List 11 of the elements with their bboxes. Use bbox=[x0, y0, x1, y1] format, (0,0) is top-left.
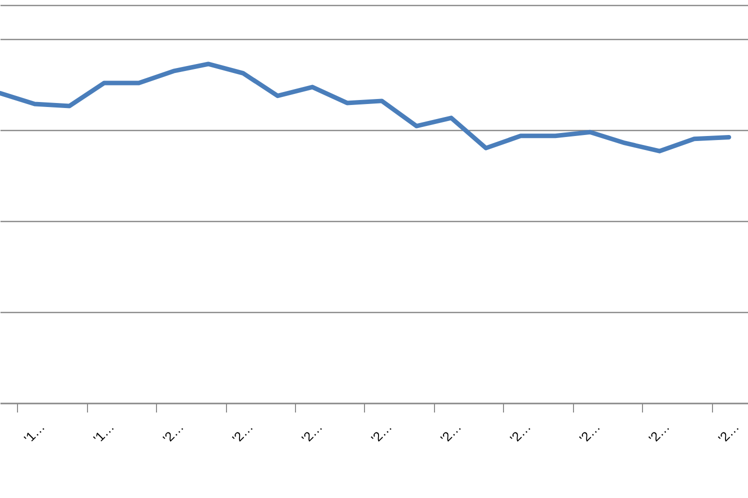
x-tick-label: '2… bbox=[506, 419, 534, 446]
x-tick-label: '2… bbox=[160, 419, 187, 446]
x-tick-label: '2… bbox=[646, 419, 672, 446]
x-tick-label: '2… bbox=[368, 419, 395, 446]
x-tick-label: '2… bbox=[298, 419, 326, 446]
x-tick-label: '1… bbox=[90, 419, 118, 446]
x-tick-label: '2… bbox=[229, 419, 256, 446]
x-tick-label: '2… bbox=[438, 419, 464, 446]
x-tick-label: '2… bbox=[576, 419, 604, 446]
x-tick-label: '1… bbox=[21, 419, 48, 446]
x-tick-label: '2… bbox=[715, 419, 742, 446]
